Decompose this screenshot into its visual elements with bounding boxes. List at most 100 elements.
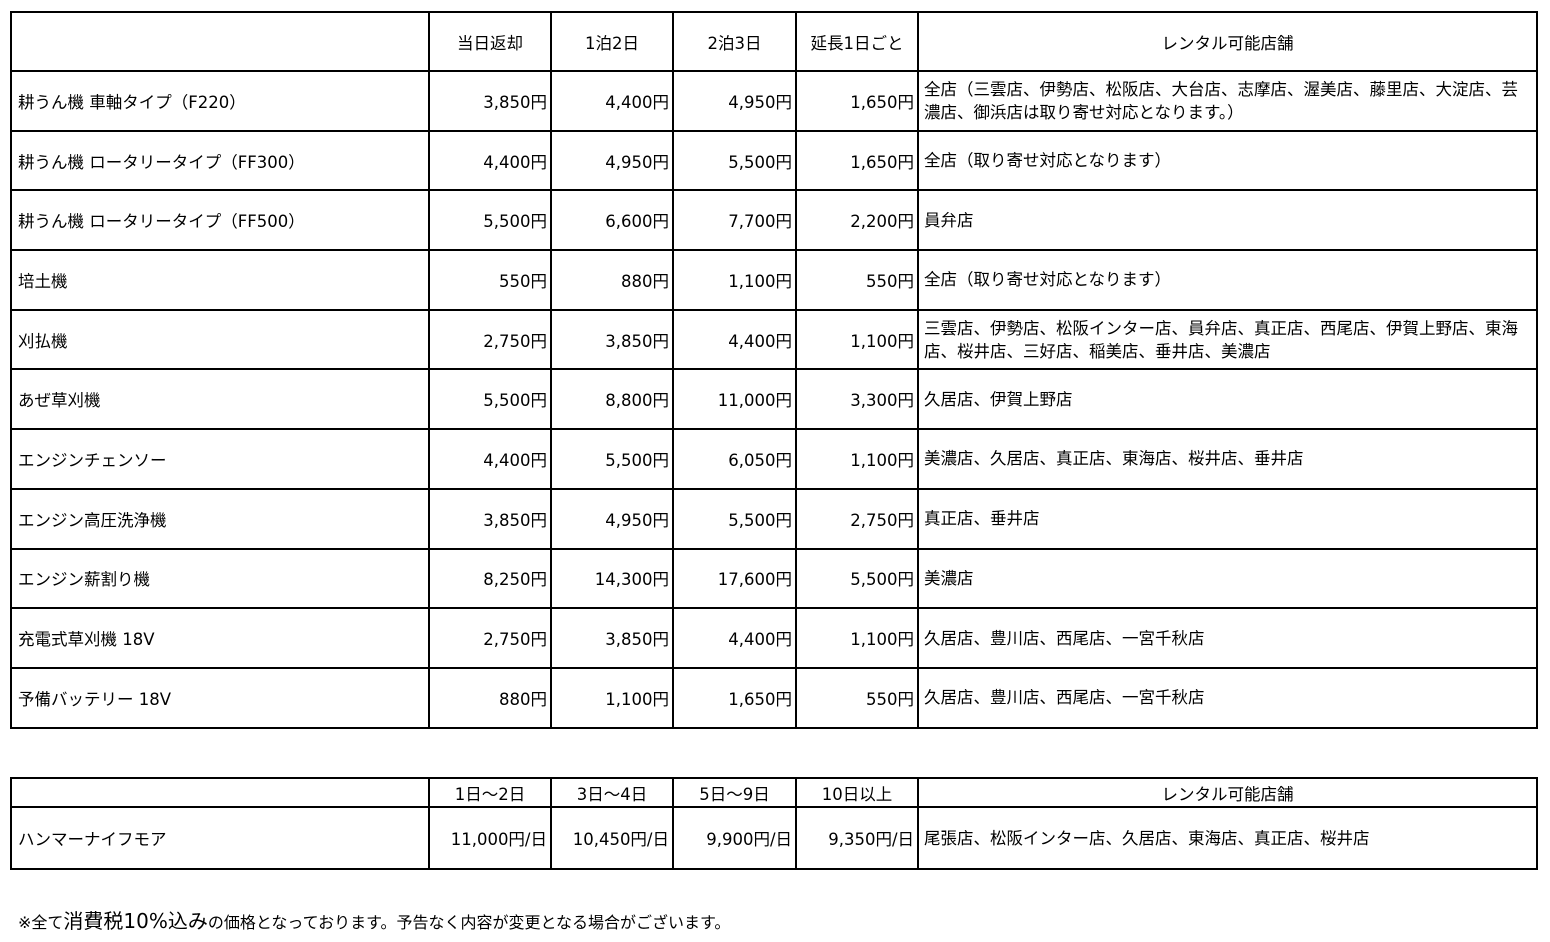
price-3: 4,950円	[672, 70, 797, 132]
price-1: 2,750円	[428, 607, 552, 669]
available-stores: 久居店、豊川店、西尾店、一宮千秋店	[917, 607, 1538, 669]
available-stores: 三雲店、伊勢店、松阪インター店、員弁店、真正店、西尾店、伊賀上野店、東海店、桜井…	[917, 308, 1538, 371]
price-4: 3,300円	[795, 368, 919, 431]
price-4: 1,100円	[795, 607, 919, 669]
price-1: 8,250円	[428, 547, 552, 610]
price-1: 11,000円/日	[428, 806, 552, 870]
available-stores: 久居店、豊川店、西尾店、一宮千秋店	[917, 666, 1538, 729]
price-3: 5,500円	[672, 129, 797, 192]
price-3: 1,100円	[672, 249, 797, 311]
price-4: 9,350円/日	[795, 806, 919, 870]
item-name: 耕うん機 ロータリータイプ（FF300）	[10, 129, 430, 192]
price-2: 1,100円	[550, 666, 674, 729]
price-4: 2,200円	[795, 189, 919, 252]
available-stores: 全店（取り寄せ対応となります）	[917, 129, 1538, 192]
price-1: 5,500円	[428, 368, 552, 431]
price-2: 4,950円	[550, 129, 674, 192]
mower-price-table: 1日〜2日 3日〜4日 5日〜9日 10日以上 レンタル可能店舗 ハンマーナイフ…	[10, 777, 1538, 870]
header-item	[10, 11, 430, 72]
note-prefix: ※全て	[18, 913, 64, 932]
table-row: 耕うん機 ロータリータイプ（FF500） 5,500円 6,600円 7,700円 2,…	[10, 189, 1538, 252]
item-name: 培土機	[10, 249, 430, 311]
price-1: 4,400円	[428, 428, 552, 490]
header-extension: 延長1日ごと	[795, 11, 919, 72]
table-row: 刈払機 2,750円 3,850円 4,400円 1,100円 三雲店、伊勢店、松阪インタ…	[10, 308, 1538, 371]
price-3: 6,050円	[672, 428, 797, 490]
available-stores: 久居店、伊賀上野店	[917, 368, 1538, 431]
table-row: 培土機 550円 880円 1,100円 550円 全店（取り寄せ対応となります）	[10, 249, 1538, 311]
price-2: 10,450円/日	[550, 806, 674, 870]
price-2: 14,300円	[550, 547, 674, 610]
item-name: エンジン高圧洗浄機	[10, 487, 430, 550]
price-1: 5,500円	[428, 189, 552, 252]
price-4: 2,750円	[795, 487, 919, 550]
note-emphasis: 消費税10%込み	[63, 909, 208, 933]
table-row: 耕うん機 ロータリータイプ（FF300） 4,400円 4,950円 5,500円 1,…	[10, 129, 1538, 192]
item-name: エンジンチェンソー	[10, 428, 430, 490]
header-2-nights: 2泊3日	[672, 11, 797, 72]
price-2: 3,850円	[550, 308, 674, 371]
price-2: 4,400円	[550, 70, 674, 132]
item-name: 耕うん機 ロータリータイプ（FF500）	[10, 189, 430, 252]
price-2: 5,500円	[550, 428, 674, 490]
table-header-row: 当日返却 1泊2日 2泊3日 延長1日ごと レンタル可能店舗	[10, 11, 1538, 72]
available-stores: 員弁店	[917, 189, 1538, 252]
available-stores: 美濃店	[917, 547, 1538, 610]
price-2: 880円	[550, 249, 674, 311]
available-stores: 尾張店、松阪インター店、久居店、東海店、真正店、桜井店	[917, 806, 1538, 870]
price-3: 1,650円	[672, 666, 797, 729]
price-1: 2,750円	[428, 308, 552, 371]
table-row: あぜ草刈機 5,500円 8,800円 11,000円 3,300円 久居店、伊賀上野店	[10, 368, 1538, 431]
header-same-day: 当日返却	[428, 11, 552, 72]
price-3: 4,400円	[672, 607, 797, 669]
table-row: ハンマーナイフモア 11,000円/日 10,450円/日 9,900円/日 9,350…	[10, 806, 1538, 870]
price-3: 5,500円	[672, 487, 797, 550]
price-3: 7,700円	[672, 189, 797, 252]
available-stores: 全店（三雲店、伊勢店、松阪店、大台店、志摩店、渥美店、藤里店、大淀店、芸濃店、御…	[917, 70, 1538, 132]
price-1: 3,850円	[428, 487, 552, 550]
header-10-days-plus: 10日以上	[795, 777, 919, 808]
item-name: 耕うん機 車軸タイプ（F220）	[10, 70, 430, 132]
item-name: 刈払機	[10, 308, 430, 371]
item-name: 充電式草刈機 18V	[10, 607, 430, 669]
price-3: 17,600円	[672, 547, 797, 610]
available-stores: 全店（取り寄せ対応となります）	[917, 249, 1538, 311]
price-2: 8,800円	[550, 368, 674, 431]
price-1: 4,400円	[428, 129, 552, 192]
rental-price-table: 当日返却 1泊2日 2泊3日 延長1日ごと レンタル可能店舗 耕うん機 車軸タイ…	[10, 11, 1538, 729]
price-4: 1,650円	[795, 70, 919, 132]
item-name: 予備バッテリー 18V	[10, 666, 430, 729]
table-header-row: 1日〜2日 3日〜4日 5日〜9日 10日以上 レンタル可能店舗	[10, 777, 1538, 808]
header-stores: レンタル可能店舗	[917, 777, 1538, 808]
price-3: 9,900円/日	[672, 806, 797, 870]
table-row: エンジン薪割り機 8,250円 14,300円 17,600円 5,500円 美濃店	[10, 547, 1538, 610]
header-item	[10, 777, 430, 808]
note-suffix: の価格となっております。予告なく内容が変更となる場合がございます。	[207, 913, 731, 932]
price-1: 880円	[428, 666, 552, 729]
header-5-9-days: 5日〜9日	[672, 777, 797, 808]
table-row: 充電式草刈機 18V 2,750円 3,850円 4,400円 1,100円 久居店、豊川…	[10, 607, 1538, 669]
item-name: ハンマーナイフモア	[10, 806, 430, 870]
item-name: エンジン薪割り機	[10, 547, 430, 610]
header-stores: レンタル可能店舗	[917, 11, 1538, 72]
price-2: 4,950円	[550, 487, 674, 550]
available-stores: 真正店、垂井店	[917, 487, 1538, 550]
tax-note: ※全て消費税10%込みの価格となっております。予告なく内容が変更となる場合がござ…	[18, 905, 730, 934]
header-1-2-days: 1日〜2日	[428, 777, 552, 808]
header-1-night: 1泊2日	[550, 11, 674, 72]
header-3-4-days: 3日〜4日	[550, 777, 674, 808]
price-4: 1,650円	[795, 129, 919, 192]
price-1: 3,850円	[428, 70, 552, 132]
table-row: エンジンチェンソー 4,400円 5,500円 6,050円 1,100円 美濃店、久居店…	[10, 428, 1538, 490]
price-1: 550円	[428, 249, 552, 311]
table-row: 予備バッテリー 18V 880円 1,100円 1,650円 550円 久居店、豊川店、西…	[10, 666, 1538, 729]
price-4: 550円	[795, 249, 919, 311]
price-4: 1,100円	[795, 308, 919, 371]
price-4: 1,100円	[795, 428, 919, 490]
table-row: エンジン高圧洗浄機 3,850円 4,950円 5,500円 2,750円 真正店、垂井店	[10, 487, 1538, 550]
price-3: 11,000円	[672, 368, 797, 431]
price-4: 550円	[795, 666, 919, 729]
table-row: 耕うん機 車軸タイプ（F220） 3,850円 4,400円 4,950円 1,650円…	[10, 70, 1538, 132]
item-name: あぜ草刈機	[10, 368, 430, 431]
price-3: 4,400円	[672, 308, 797, 371]
